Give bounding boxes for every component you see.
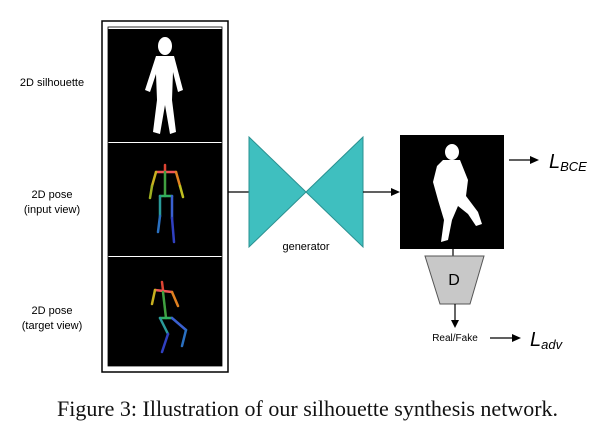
generator-shape [248,135,307,249]
discriminator-label: D [448,272,460,289]
label-pose-input-2: (input view) [24,204,80,216]
loss-adv-symbol: L [530,329,541,351]
label-silhouette: 2D silhouette [20,77,84,89]
generator-shape-right [305,135,364,249]
label-pose-target-1: 2D pose [32,305,73,317]
discriminator-to-output-arrowhead [451,320,459,328]
loss-adv: Ladv [530,329,564,352]
loss-bce-subscript: BCE [560,159,587,174]
pose-target-skeleton [150,280,188,354]
realfake-to-adv-arrowhead [512,334,521,342]
network-diagram: 2D silhouette 2D pose (input view) 2D po… [20,20,587,373]
loss-bce: LBCE [549,151,587,174]
input-silhouette [145,37,183,134]
discriminator-shape [424,255,485,305]
input-stack-frame [101,20,229,373]
real-fake-label: Real/Fake [432,333,478,344]
pose-input-panel [108,143,222,256]
label-pose-input-1: 2D pose [32,189,73,201]
label-pose-target-2: (target view) [22,320,83,332]
figure-caption: Figure 3: Illustration of our silhouette… [56,396,559,421]
pose-input-skeleton [148,163,185,244]
loss-adv-subscript: adv [541,337,563,352]
generator-label: generator [282,241,329,253]
generator-to-output-arrowhead [391,188,400,196]
output-silhouette [433,144,482,242]
loss-bce-symbol: L [549,151,560,173]
output-to-bce-arrowhead [530,156,539,164]
